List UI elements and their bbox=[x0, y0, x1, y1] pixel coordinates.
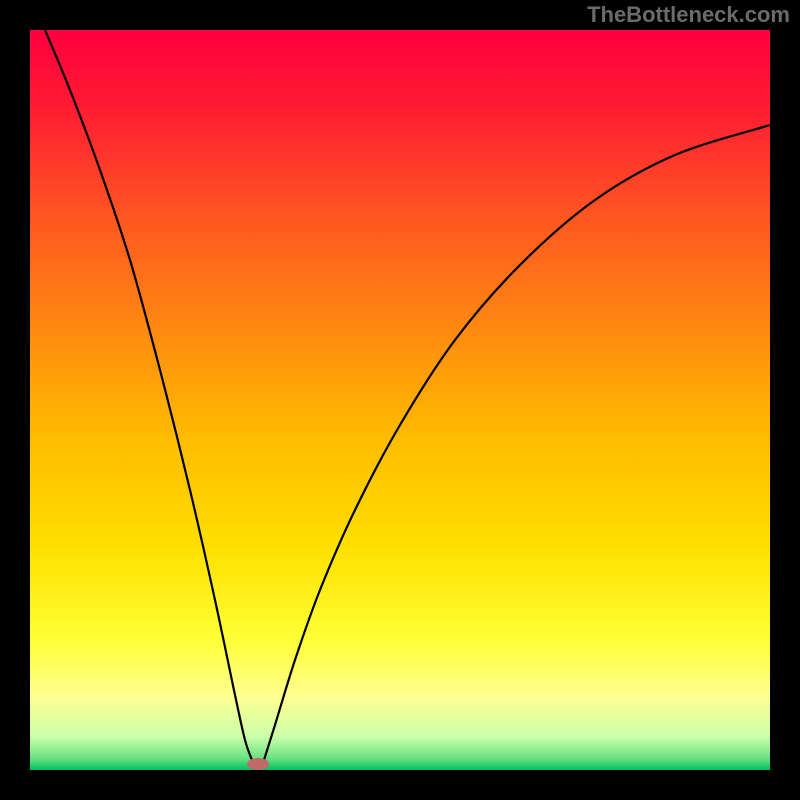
minimum-marker bbox=[247, 758, 269, 770]
chart-root: TheBottleneck.com bbox=[0, 0, 800, 800]
watermark-text: TheBottleneck.com bbox=[587, 2, 790, 28]
plot-background bbox=[30, 30, 770, 770]
chart-svg bbox=[0, 0, 800, 800]
